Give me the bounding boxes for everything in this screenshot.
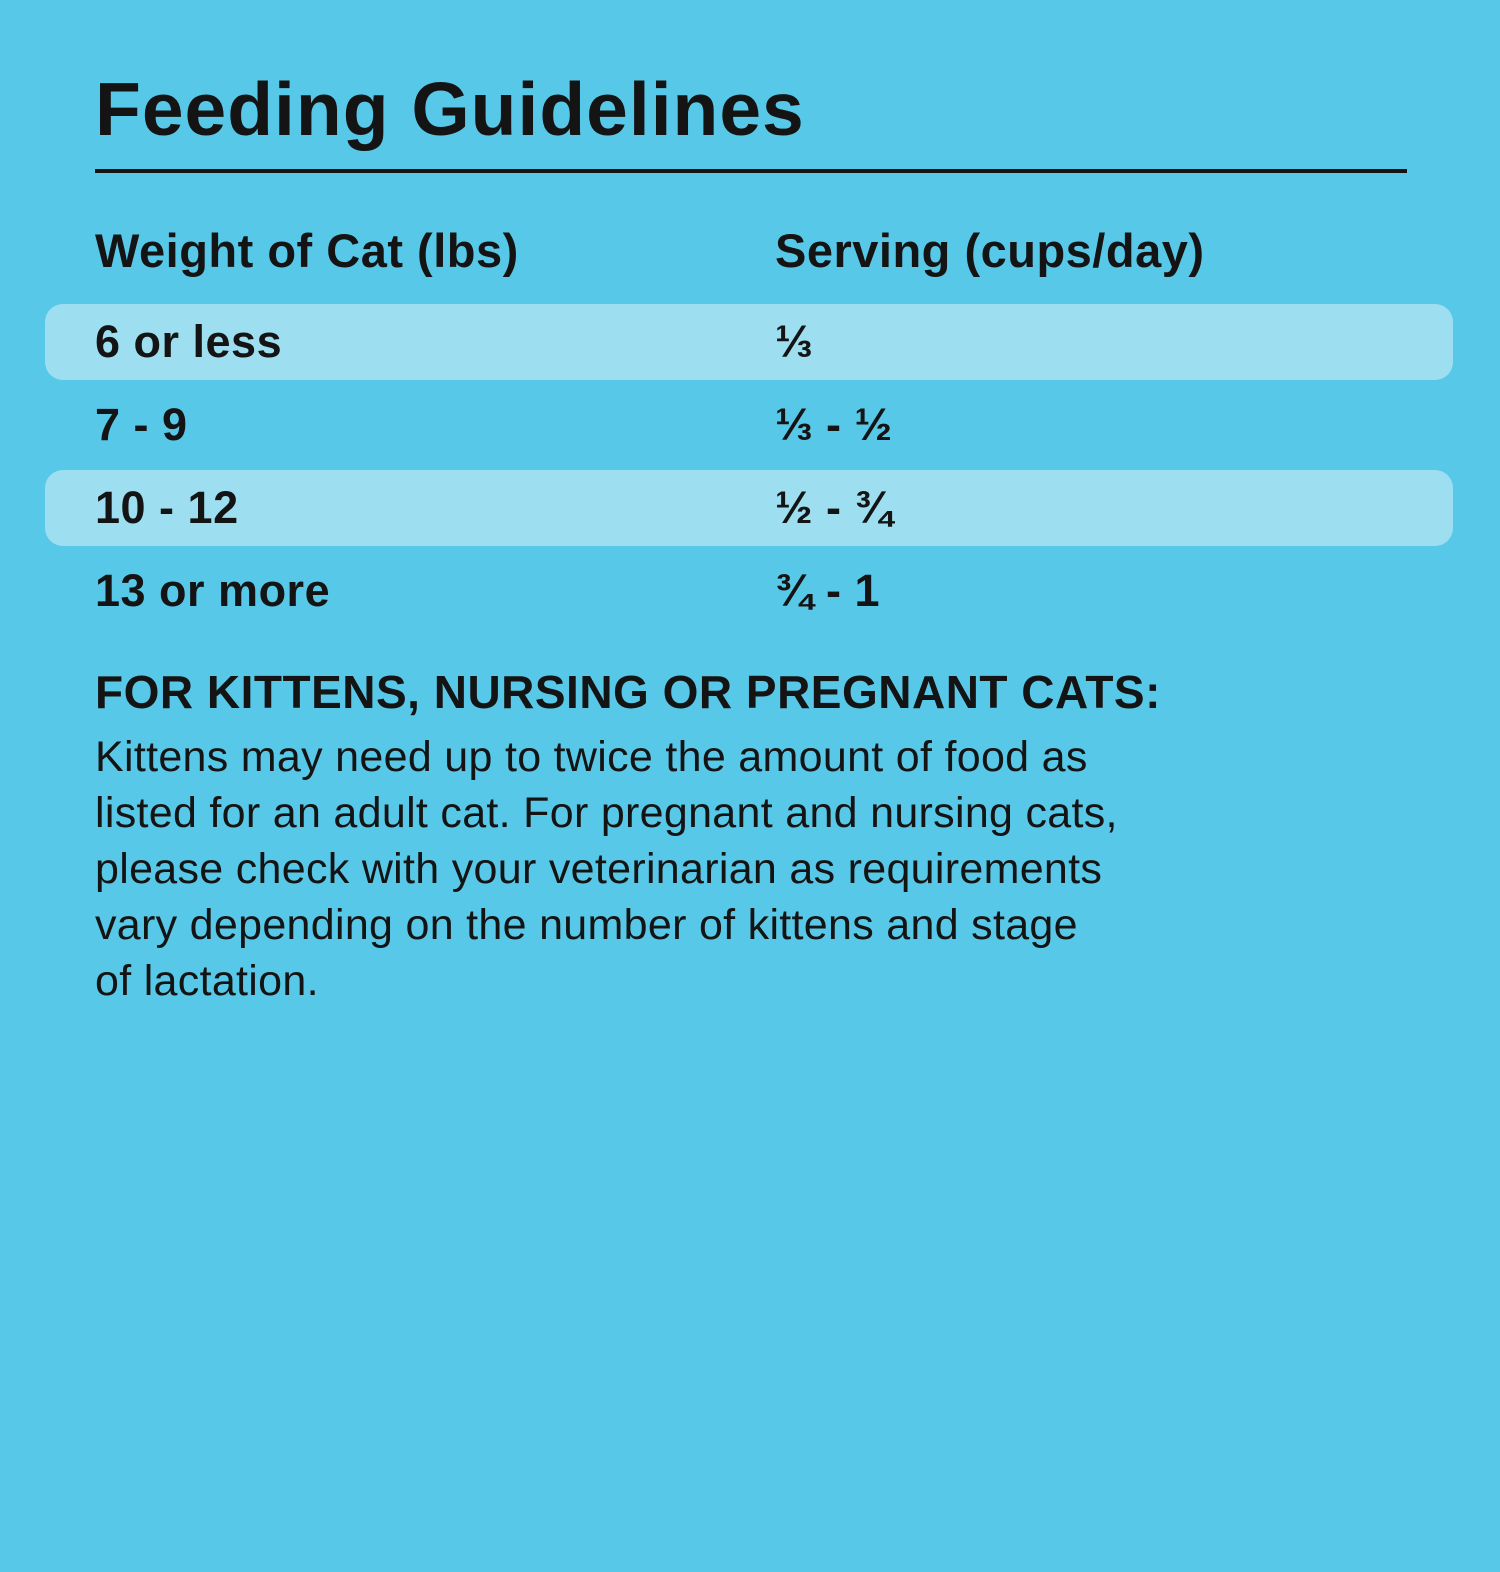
note-heading: FOR KITTENS, NURSING OR PREGNANT CATS: <box>95 666 1161 718</box>
serving-cell: ⅓ - ½ <box>775 399 893 450</box>
table-row: 13 or more ¾ - 1 <box>95 553 1453 629</box>
note-body-text: Kittens may need up to twice the amount … <box>95 733 1118 1005</box>
column-header-weight: Weight of Cat (lbs) <box>95 224 519 277</box>
serving-cell: ¾ - 1 <box>775 565 881 616</box>
page-title: Feeding Guidelines <box>95 67 805 151</box>
weight-cell: 6 or less <box>95 316 283 367</box>
feeding-guidelines-panel: Feeding Guidelines Weight of Cat (lbs) S… <box>0 72 1500 1572</box>
column-header-serving: Serving (cups/day) <box>775 224 1205 277</box>
weight-cell: 13 or more <box>95 565 331 616</box>
table-row: 7 - 9 ⅓ - ½ <box>95 387 1453 463</box>
table-header-row: Weight of Cat (lbs) Serving (cups/day) <box>95 223 1453 278</box>
table-row: 10 - 12 ½ - ¾ <box>45 470 1453 546</box>
feeding-table: Weight of Cat (lbs) Serving (cups/day) 6… <box>45 223 1453 629</box>
weight-cell: 10 - 12 <box>95 482 239 533</box>
weight-cell: 7 - 9 <box>95 399 188 450</box>
kitten-note: FOR KITTENS, NURSING OR PREGNANT CATS: K… <box>95 665 1405 1009</box>
table-row: 6 or less ⅓ <box>45 304 1453 380</box>
title-underline <box>95 169 1407 173</box>
serving-cell: ⅓ <box>775 316 814 367</box>
serving-cell: ½ - ¾ <box>775 482 893 533</box>
